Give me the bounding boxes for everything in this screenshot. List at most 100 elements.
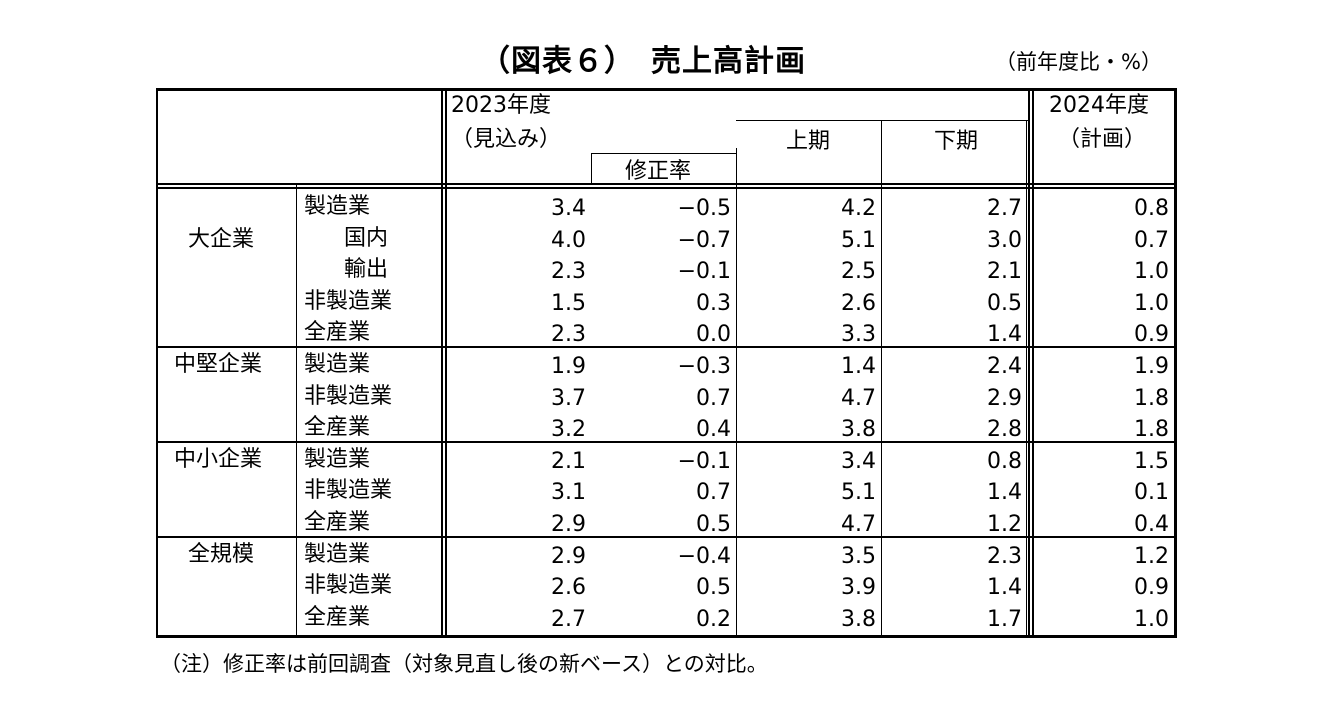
value-cell: 1.4 [841,354,876,379]
value-cell: 1.4 [987,480,1022,506]
value-cell: 2.9 [987,385,1022,411]
value-cell: 3.5 [841,543,876,569]
value-cell: 2.3 [987,543,1022,569]
industry-label: 非製造業 [304,288,393,314]
value-cell: 1.4 [987,575,1022,601]
value-cell: 3.2 [551,417,586,443]
subheader-rule [736,120,1028,121]
value-cell: 5.1 [841,227,876,253]
value-cell: 3.8 [841,417,876,443]
value-cell: 4.0 [551,227,586,253]
value-cell: 2.3 [551,259,586,285]
value-cell: 1.0 [1134,259,1169,285]
table-border-right [1174,88,1177,638]
value-cell: 0.8 [1134,196,1169,221]
industry-label: 全産業 [304,604,371,630]
industry-label: 全産業 [304,320,371,346]
value-cell: 3.4 [551,196,586,221]
industry-label: 製造業 [304,194,371,219]
header-second-half: 下期 [934,129,979,154]
value-cell: 1.5 [1134,448,1169,474]
value-cell: 3.7 [551,385,586,411]
value-cell: 0.5 [696,575,731,601]
revision-header-rule [591,153,592,185]
value-cell: 0.0 [696,322,731,348]
industry-label: 国内 [344,225,389,251]
header-revision-rate: 修正率 [625,159,692,184]
value-cell: 2.6 [841,290,876,316]
fy2024-divider [1032,88,1034,638]
value-cell: 1.5 [551,290,586,316]
value-cell: −0.4 [677,543,731,569]
value-cell: −0.1 [677,448,731,474]
fy2024-divider [1028,88,1030,638]
value-cell: 1.0 [1134,290,1169,316]
value-cell: 0.4 [696,417,731,443]
value-cell: 4.2 [841,196,876,221]
header-rule [156,187,1177,189]
value-cell: 2.7 [551,606,586,632]
label-divider [441,88,443,638]
industry-label: 非製造業 [304,478,393,504]
footnote: （注）修正率は前回調査（対象見直し後の新ベース）との対比。 [160,652,768,676]
value-cell: 0.5 [987,290,1022,316]
value-cell: 2.9 [551,512,586,537]
value-cell: 1.4 [987,322,1022,348]
table-border-left [156,88,158,638]
value-cell: 0.9 [1134,322,1169,348]
value-cell: −0.7 [677,227,731,253]
value-cell: 1.9 [551,354,586,379]
group-separator [156,440,1177,443]
sales-plan-table: 2023年度 （見込み） 修正率 上期 下期 2024年度 （計画） 大企業 製造… [156,88,1177,638]
size-category: 中小企業 [174,446,263,472]
value-cell: 0.7 [1134,227,1169,253]
value-cell: 0.5 [696,512,731,537]
value-cell: 2.3 [551,322,586,348]
value-cell: 2.6 [551,575,586,601]
value-cell: 0.9 [1134,575,1169,601]
value-cell: 1.8 [1134,385,1169,411]
value-cell: 2.9 [551,543,586,569]
value-cell: 3.1 [551,480,586,506]
value-cell: 1.0 [1134,606,1169,632]
value-cell: −0.5 [677,196,731,221]
size-category: 中堅企業 [174,352,263,377]
value-cell: −0.1 [677,259,731,285]
value-cell: 1.2 [987,512,1022,537]
value-cell: 2.7 [987,196,1022,221]
value-cell: 2.1 [551,448,586,474]
table-border-top [156,88,1177,91]
category-divider [296,185,297,638]
value-cell: 0.8 [987,448,1022,474]
industry-label: 製造業 [304,352,371,377]
value-cell: 0.3 [696,290,731,316]
value-cell: 1.9 [1134,354,1169,379]
column-divider [736,148,737,638]
value-cell: 3.0 [987,227,1022,253]
industry-label: 全産業 [304,510,371,535]
value-cell: 3.3 [841,322,876,348]
header-first-half: 上期 [786,129,831,154]
table-title: （図表６） 売上高計画 [480,44,806,79]
value-cell: 0.7 [696,480,731,506]
unit-label: （前年度比・%） [995,50,1162,74]
industry-label: 全産業 [304,415,371,441]
value-cell: 4.7 [841,385,876,411]
size-category: 全規模 [188,541,255,567]
header-fy2023-estimate: （見込み） [451,127,562,152]
value-cell: 0.1 [1134,480,1169,506]
column-divider [1026,120,1027,638]
industry-label: 輸出 [344,257,389,283]
header-fy2024: 2024年度 [1049,93,1149,118]
value-cell: 0.7 [696,385,731,411]
header-fy2023: 2023年度 [451,93,551,118]
size-category: 大企業 [188,227,255,252]
table-border-bottom [156,635,1177,638]
value-cell: 5.1 [841,480,876,506]
industry-label: 製造業 [304,446,371,472]
label-divider [445,88,447,638]
value-cell: −0.3 [677,354,731,379]
value-cell: 0.4 [1134,512,1169,537]
value-cell: 4.7 [841,512,876,537]
industry-label: 非製造業 [304,573,393,599]
